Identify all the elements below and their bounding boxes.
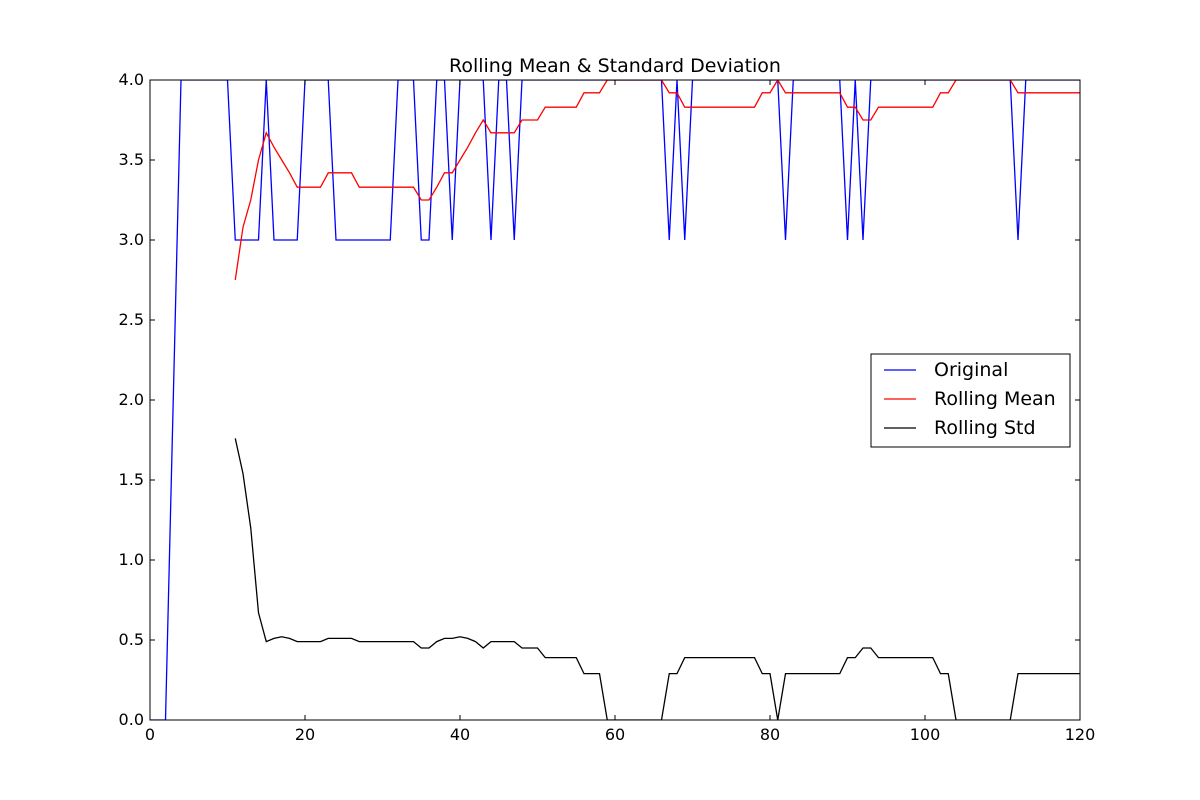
y-tick-label: 0.0	[119, 710, 144, 729]
series-line-rolling-std	[234, 438, 1080, 720]
legend-label-rolling-mean: Rolling Mean	[934, 388, 1056, 410]
y-tick-label: 4.0	[119, 70, 144, 89]
y-tick-label: 2.5	[119, 310, 144, 329]
y-axis: 0.0 0.5 1.0 1.5 2.0 2.5 3.0 3.5 4.0	[119, 70, 1080, 729]
series-layer	[150, 80, 1080, 720]
x-tick-label: 20	[295, 725, 315, 744]
x-tick-label: 120	[1065, 725, 1096, 744]
x-tick-label: 0	[145, 725, 155, 744]
chart-title: Rolling Mean & Standard Deviation	[449, 55, 781, 77]
y-tick-label: 0.5	[119, 630, 144, 649]
x-axis: 0 20 40 60 80 100 120	[145, 80, 1095, 744]
y-tick-label: 3.5	[119, 150, 144, 169]
legend-label-rolling-std: Rolling Std	[934, 417, 1036, 439]
x-tick-label: 60	[605, 725, 625, 744]
x-tick-label: 40	[450, 725, 470, 744]
legend: Original Rolling Mean Rolling Std	[870, 353, 1071, 448]
x-tick-label: 80	[760, 725, 780, 744]
y-tick-label: 2.0	[119, 390, 144, 409]
y-tick-label: 1.0	[119, 550, 144, 569]
y-tick-label: 1.5	[119, 470, 144, 489]
series-line-rolling-mean	[234, 80, 1080, 281]
y-tick-label: 3.0	[119, 230, 144, 249]
x-tick-label: 100	[910, 725, 941, 744]
legend-label-original: Original	[934, 359, 1008, 381]
